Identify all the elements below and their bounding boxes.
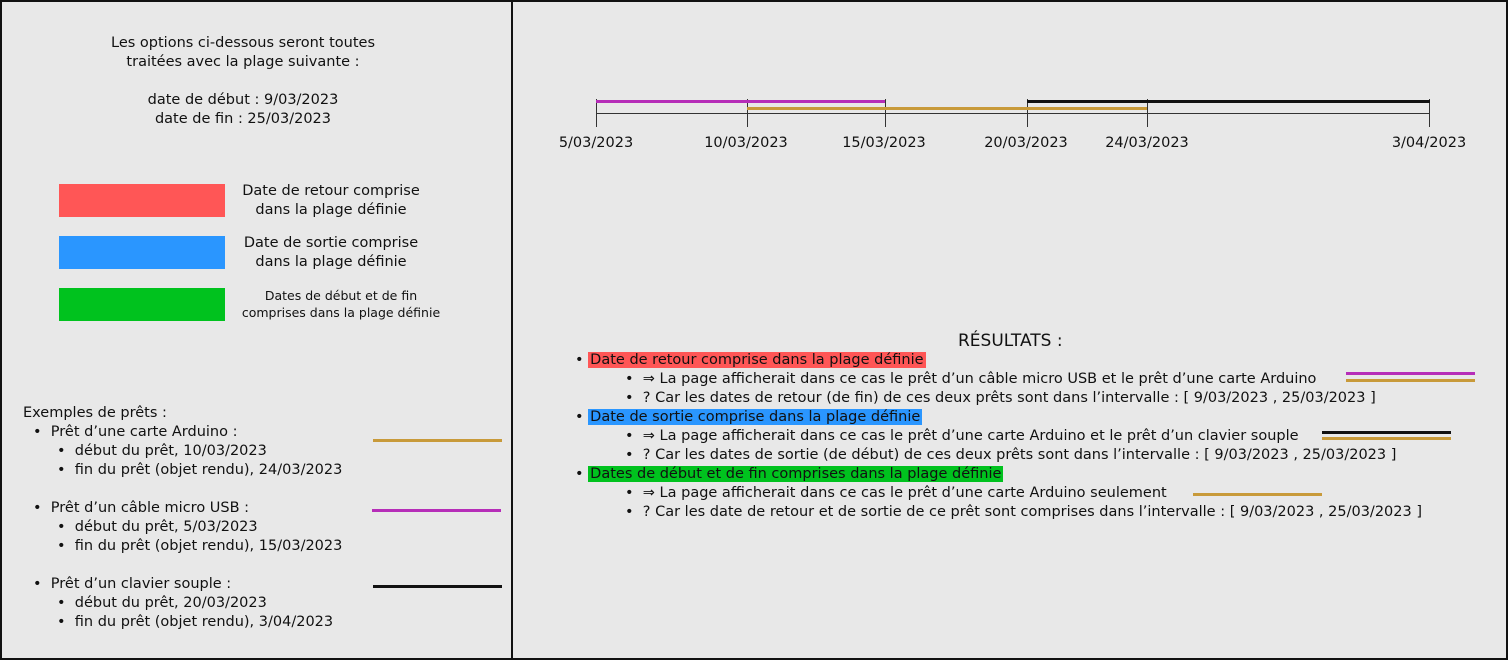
timeline-tick bbox=[747, 99, 748, 127]
intro-line-1: Les options ci-dessous seront toutes bbox=[111, 35, 375, 51]
result-return-arduino-line bbox=[1346, 379, 1475, 382]
timeline-tick bbox=[1429, 99, 1430, 127]
legend-swatch-return bbox=[59, 184, 225, 217]
loan-arduino-title: • Prêt d’une carte Arduino : bbox=[33, 424, 238, 440]
intro-end-date: date de fin : 25/03/2023 bbox=[154, 111, 332, 127]
result-both-arduino-line bbox=[1193, 493, 1322, 496]
legend-label-return: Date de retour comprise dans la plage dé… bbox=[226, 182, 436, 220]
loan-keyboard-start: • début du prêt, 20/03/2023 bbox=[57, 595, 267, 611]
result-checkout-label: • Date de sortie comprise dans la plage … bbox=[575, 409, 923, 425]
examples-heading: Exemples de prêts : bbox=[23, 405, 167, 421]
result-checkout-keyboard-line bbox=[1322, 431, 1451, 434]
result-checkout-detail-1: • ⇒ La page afficherait dans ce cas le p… bbox=[625, 428, 1299, 444]
loan-keyboard-end: • fin du prêt (objet rendu), 3/04/2023 bbox=[57, 614, 334, 630]
legend-both-line-2: comprises dans la plage définie bbox=[241, 305, 441, 320]
legend-label-both: Dates de début et de fin comprises dans … bbox=[228, 287, 454, 321]
timeline-tick-label: 24/03/2023 bbox=[1105, 135, 1189, 151]
results-title: RÉSULTATS : bbox=[958, 331, 1063, 351]
loan-usb-start: • début du prêt, 5/03/2023 bbox=[57, 519, 258, 535]
loan-arduino-start: • début du prêt, 10/03/2023 bbox=[57, 443, 267, 459]
timeline-axis bbox=[596, 113, 1430, 114]
panel-divider bbox=[511, 0, 513, 660]
legend-checkout-line-1: Date de sortie comprise bbox=[243, 235, 419, 251]
timeline-tick bbox=[1147, 99, 1148, 127]
intro-start-date: date de début : 9/03/2023 bbox=[147, 92, 339, 108]
legend-swatch-checkout bbox=[59, 236, 225, 269]
loan-arduino-end: • fin du prêt (objet rendu), 24/03/2023 bbox=[57, 462, 343, 478]
result-checkout-arduino-line bbox=[1322, 437, 1451, 440]
loan-usb-title: • Prêt d’un câble micro USB : bbox=[33, 500, 250, 516]
loan-keyboard-title: • Prêt d’un clavier souple : bbox=[33, 576, 232, 592]
result-return-label: • Date de retour comprise dans la plage … bbox=[575, 352, 926, 368]
timeline-tick-label: 5/03/2023 bbox=[558, 135, 634, 151]
timeline-usb-loan-bar bbox=[596, 100, 885, 103]
timeline-keyboard-loan-bar bbox=[1027, 100, 1430, 103]
loan-usb-end: • fin du prêt (objet rendu), 15/03/2023 bbox=[57, 538, 343, 554]
result-checkout-detail-2: • ? Car les dates de sortie (de début) d… bbox=[625, 447, 1397, 463]
timeline-tick bbox=[596, 99, 597, 127]
intro-text: Les options ci-dessous seront toutes tra… bbox=[60, 34, 426, 129]
timeline-tick bbox=[1027, 99, 1028, 127]
result-both-detail-2: • ? Car les date de retour et de sortie … bbox=[625, 504, 1422, 520]
timeline-tick-label: 20/03/2023 bbox=[984, 135, 1068, 151]
legend-checkout-line-2: dans la plage définie bbox=[255, 254, 407, 270]
legend-return-line-1: Date de retour comprise bbox=[242, 183, 420, 199]
loan-keyboard-color-line bbox=[373, 585, 502, 588]
timeline-tick-label: 15/03/2023 bbox=[842, 135, 926, 151]
result-return-usb-line bbox=[1346, 372, 1475, 375]
timeline-tick-label: 10/03/2023 bbox=[704, 135, 788, 151]
intro-line-2: traitées avec la plage suivante : bbox=[126, 54, 360, 70]
legend-both-line-1: Dates de début et de fin bbox=[264, 288, 418, 303]
legend-return-line-2: dans la plage définie bbox=[255, 202, 407, 218]
timeline-tick-label: 3/04/2023 bbox=[1391, 135, 1467, 151]
loan-usb-color-line bbox=[372, 509, 501, 512]
timeline-arduino-loan-bar bbox=[747, 107, 1147, 110]
legend-label-checkout: Date de sortie comprise dans la plage dé… bbox=[226, 234, 436, 272]
result-both-label: • Dates de début et de fin comprises dan… bbox=[575, 466, 1004, 482]
result-return-detail-2: • ? Car les dates de retour (de fin) de … bbox=[625, 390, 1376, 406]
result-both-detail-1: • ⇒ La page afficherait dans ce cas le p… bbox=[625, 485, 1167, 501]
result-return-detail-1: • ⇒ La page afficherait dans ce cas le p… bbox=[625, 371, 1317, 387]
legend-swatch-both bbox=[59, 288, 225, 321]
loan-arduino-color-line bbox=[373, 439, 502, 442]
timeline-tick bbox=[885, 99, 886, 127]
